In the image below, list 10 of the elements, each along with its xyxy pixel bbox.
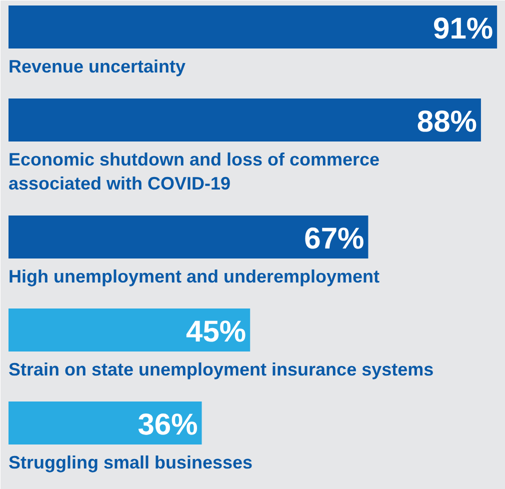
data-label: 36% [138, 408, 198, 442]
data-label: 88% [416, 106, 477, 138]
data-label: 91% [433, 12, 494, 46]
y-tick-label: Economic shutdown and loss of commerce associated with COVID-19 [8, 150, 380, 194]
y-tick-label: Strain on state unemployment insurance systems [8, 360, 434, 380]
y-tick-label: High unemployment and underemployment [8, 266, 380, 286]
y-tick-label: Revenue uncertainty [8, 56, 186, 76]
data-label: 45% [186, 316, 246, 348]
data-label: 67% [304, 222, 364, 256]
y-tick-label: Struggling small businesses [8, 452, 253, 472]
